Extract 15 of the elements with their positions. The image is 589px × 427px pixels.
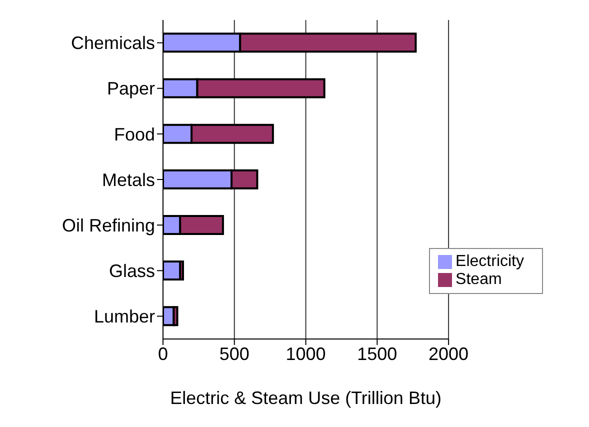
x-tick-label: 0 — [158, 344, 168, 364]
y-tick-label: Lumber — [94, 306, 156, 327]
x-tick-label: 2000 — [428, 344, 469, 364]
y-tick-label: Glass — [108, 261, 155, 282]
y-tick-label: Oil Refining — [62, 215, 155, 236]
y-tick-label: Food — [114, 124, 155, 144]
x-tick-label: 1000 — [286, 344, 326, 364]
y-tick-label: Metals — [102, 170, 155, 190]
x-axis-title: Electric & Steam Use (Trillion Btu) — [170, 388, 442, 408]
x-tick-label: 500 — [219, 344, 250, 364]
y-tick-label: Chemicals — [70, 33, 155, 54]
y-tick-label: Paper — [106, 78, 155, 99]
x-tick-label: 1500 — [357, 344, 398, 364]
legend-label: Steam — [456, 271, 502, 288]
legend-label: Electricity — [456, 253, 524, 270]
